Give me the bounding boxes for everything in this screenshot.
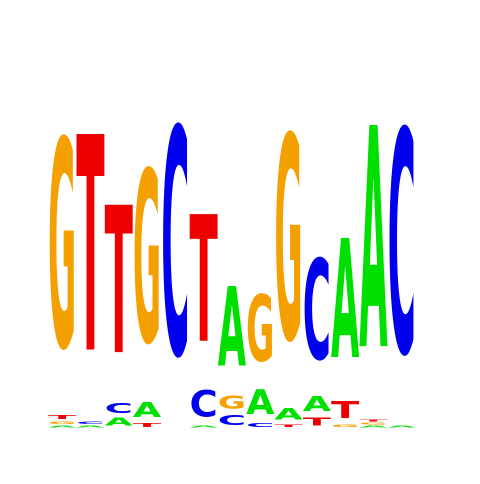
logo-column-11: GTA bbox=[331, 205, 359, 428]
logo-letter-g: G bbox=[246, 277, 274, 383]
logo-letter-g: G bbox=[48, 81, 76, 414]
logo-letter-t: T bbox=[303, 416, 332, 428]
logo-letter-c: C bbox=[246, 422, 274, 428]
logo-letter-a: A bbox=[388, 425, 416, 428]
logo-column-5: C bbox=[161, 66, 189, 428]
logo-letter-a: A bbox=[105, 416, 134, 428]
logo-letter-a: A bbox=[246, 383, 275, 422]
logo-letter-g: G bbox=[218, 392, 246, 413]
logo-letter-c: C bbox=[388, 70, 416, 425]
logo-letter-c: C bbox=[190, 382, 218, 425]
logo-letter-a: A bbox=[359, 64, 387, 418]
logo-letter-c: C bbox=[218, 413, 246, 428]
logo-letter-t: T bbox=[274, 424, 302, 428]
logo-column-3: ACT bbox=[105, 167, 134, 429]
logo-letter-a: A bbox=[190, 425, 218, 428]
logo-letter-a: A bbox=[218, 266, 246, 392]
logo-letter-t: T bbox=[105, 167, 133, 401]
logo-letter-t: T bbox=[133, 422, 161, 428]
logo-letter-t: T bbox=[76, 75, 104, 420]
logo-column-2: ACT bbox=[76, 75, 104, 428]
logo-letter-c: C bbox=[303, 231, 331, 392]
logo-letter-t: T bbox=[190, 180, 218, 382]
logo-letter-c: C bbox=[105, 401, 133, 416]
logo-letter-a: A bbox=[48, 425, 76, 428]
logo-letter-a: A bbox=[76, 425, 104, 428]
logo-letter-g: G bbox=[48, 420, 76, 425]
logo-letter-a: A bbox=[359, 425, 387, 428]
logo-letter-g: G bbox=[274, 80, 302, 406]
logo-column-4: TAG bbox=[133, 123, 161, 428]
logo-column-10: TAC bbox=[303, 231, 332, 429]
logo-letter-a: A bbox=[274, 405, 303, 423]
logo-column-13: AC bbox=[388, 70, 416, 429]
logo-letter-g: G bbox=[331, 423, 359, 428]
logo-letter-a: A bbox=[331, 205, 359, 395]
logo-letter-t: T bbox=[331, 396, 359, 423]
logo-letter-t: T bbox=[359, 419, 387, 422]
logo-letter-c: C bbox=[76, 421, 104, 425]
logo-letter-g: G bbox=[133, 123, 161, 397]
logo-column-9: TAG bbox=[274, 80, 303, 428]
logo-letter-c: C bbox=[161, 66, 189, 428]
logo-column-8: CAG bbox=[246, 277, 275, 428]
logo-letter-t: T bbox=[48, 414, 76, 420]
logo-letter-a: A bbox=[133, 398, 161, 422]
logo-letter-g: G bbox=[359, 422, 387, 425]
logo-column-7: CGA bbox=[218, 266, 246, 428]
logo-column-6: ACT bbox=[190, 180, 218, 428]
logo-letter-a: A bbox=[303, 392, 331, 416]
